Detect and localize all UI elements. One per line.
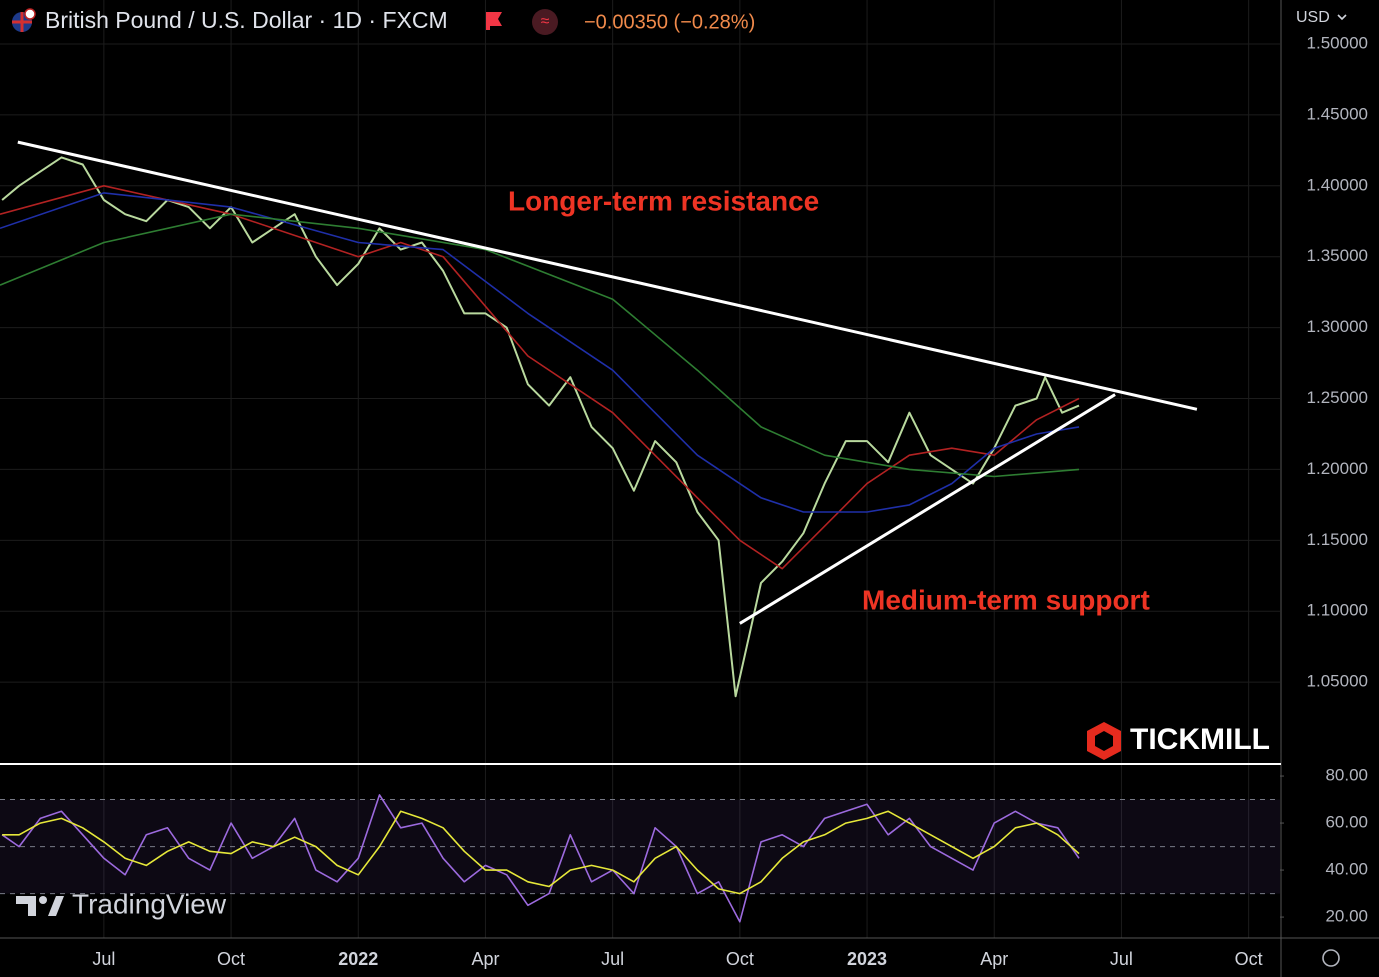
- x-tick-label: 2023: [847, 949, 887, 969]
- currency-selector[interactable]: USD: [1296, 9, 1330, 26]
- series-line: [0, 213, 1080, 478]
- y-tick-label: 1.30000: [1307, 317, 1368, 336]
- y-tick-label: 20.00: [1325, 907, 1368, 926]
- annotation: Longer-term resistance: [508, 185, 819, 216]
- y-tick-label: 1.05000: [1307, 672, 1368, 691]
- x-tick-label: Apr: [471, 949, 499, 969]
- y-tick-label: 1.40000: [1307, 175, 1368, 194]
- price-change: −0.00350 (−0.28%): [584, 11, 755, 33]
- y-tick-label: 1.50000: [1307, 33, 1368, 52]
- trendline: [739, 393, 1116, 625]
- y-tick-label: 1.25000: [1307, 388, 1368, 407]
- platform-name: TradingView: [72, 888, 227, 919]
- currency-caret[interactable]: [1337, 14, 1347, 21]
- plot-layer: [0, 0, 1280, 938]
- series-line: [0, 192, 1080, 513]
- symbol-icon: [12, 8, 36, 32]
- x-tick-label: Oct: [217, 949, 245, 969]
- x-tick-label: Oct: [726, 949, 754, 969]
- y-tick-label: 1.15000: [1307, 530, 1368, 549]
- indicator-icon-glyph: ≈: [541, 13, 550, 30]
- indicator-icon: [532, 9, 558, 35]
- y-tick-label: 40.00: [1325, 860, 1368, 879]
- x-tick-label: Apr: [980, 949, 1008, 969]
- x-tick-label: Jul: [601, 949, 624, 969]
- broker-name: TICKMILL: [1130, 723, 1270, 756]
- broker-logo: [1087, 722, 1121, 760]
- y-tick-label: 1.20000: [1307, 459, 1368, 478]
- y-tick-label: 1.45000: [1307, 104, 1368, 123]
- y-tick-label: 60.00: [1325, 813, 1368, 832]
- annotation: Medium-term support: [862, 584, 1150, 615]
- x-tick-label: Jul: [1110, 949, 1133, 969]
- y-tick-label: 80.00: [1325, 766, 1368, 785]
- trendline: [17, 140, 1198, 411]
- symbol-title: British Pound / U.S. Dollar · 1D · FXCM: [45, 7, 448, 33]
- series-line: [1, 794, 1080, 923]
- series-line: [1, 156, 1080, 698]
- y-tick-label: 1.35000: [1307, 246, 1368, 265]
- series-line: [2, 810, 1080, 895]
- series-line: [0, 185, 1080, 570]
- x-tick-label: 2022: [338, 949, 378, 969]
- x-tick-label: Jul: [92, 949, 115, 969]
- x-tick-label: Oct: [1235, 949, 1263, 969]
- settings-button[interactable]: [1322, 949, 1340, 967]
- flag-icon: [486, 12, 502, 30]
- y-tick-label: 1.10000: [1307, 601, 1368, 620]
- platform-logo: [16, 896, 64, 916]
